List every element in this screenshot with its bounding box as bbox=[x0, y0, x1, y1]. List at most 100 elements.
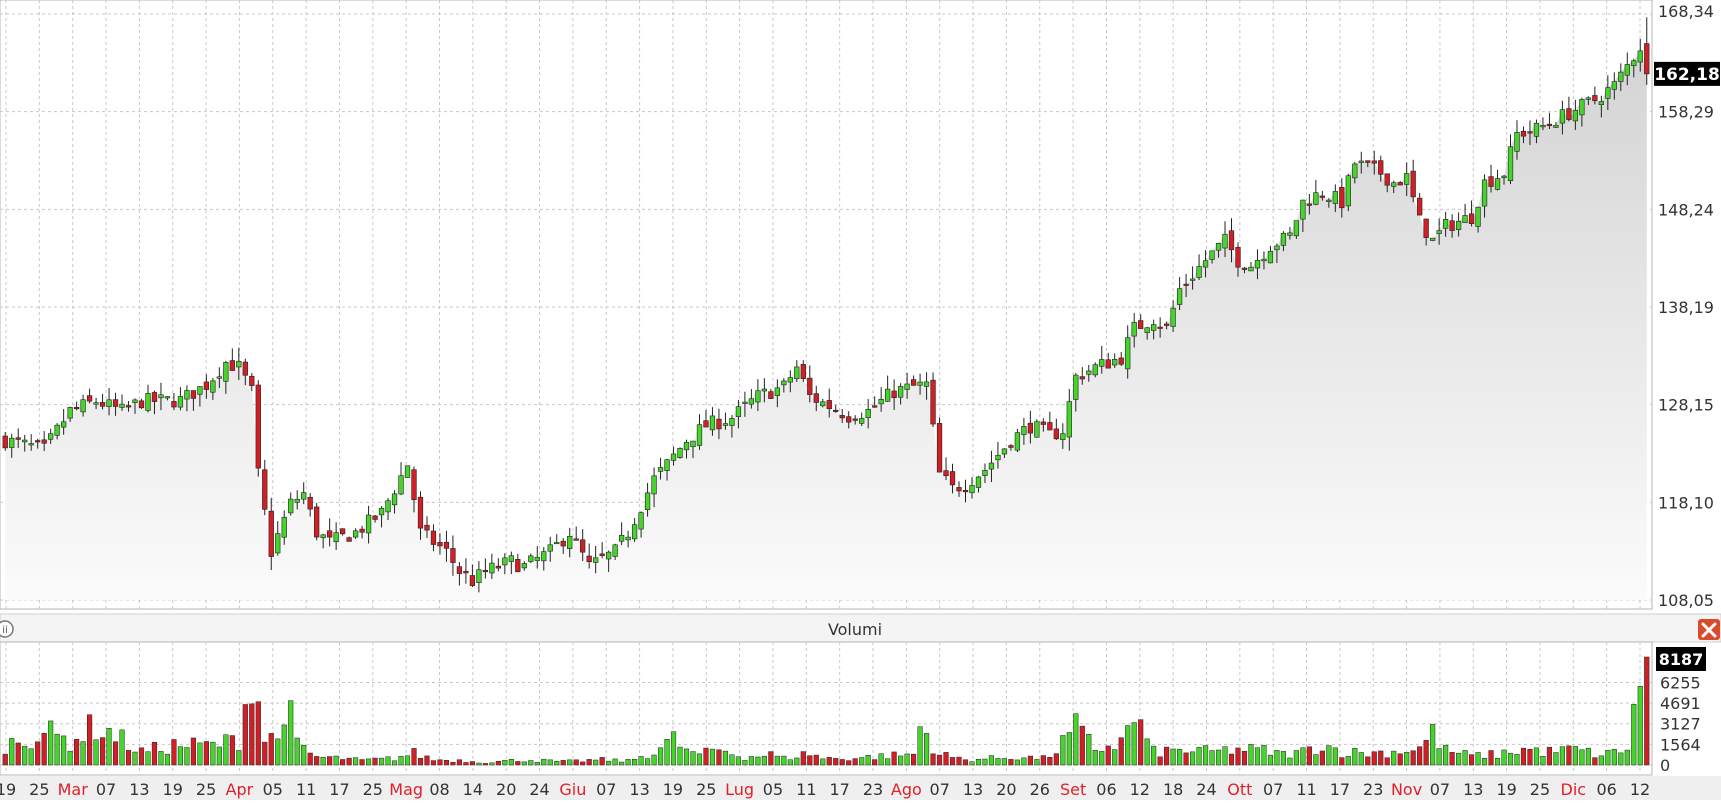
candle-18 bbox=[119, 394, 125, 411]
volume-bar-41 bbox=[268, 733, 274, 766]
volume-bar-162 bbox=[1053, 753, 1059, 766]
volume-bar-64 bbox=[417, 758, 424, 766]
volume-bar-201 bbox=[1306, 746, 1312, 766]
candle-204 bbox=[1326, 198, 1332, 208]
candle-142 bbox=[923, 372, 930, 400]
candle-240 bbox=[1559, 100, 1566, 135]
volume-bar-36 bbox=[236, 750, 242, 766]
candle-9 bbox=[61, 409, 67, 435]
candle-209 bbox=[1358, 151, 1364, 174]
candle-236 bbox=[1533, 119, 1540, 144]
volume-bar-108 bbox=[703, 747, 709, 766]
candle-160 bbox=[1040, 418, 1046, 432]
candle-86 bbox=[560, 538, 566, 554]
candle-0 bbox=[2, 432, 8, 451]
volume-bar-80 bbox=[521, 761, 527, 766]
volume-bar-12 bbox=[80, 741, 86, 766]
candle-82 bbox=[534, 546, 540, 569]
volume-bar-220 bbox=[1430, 724, 1436, 766]
volume-bar-194 bbox=[1261, 745, 1267, 766]
volume-bar-31 bbox=[203, 741, 209, 766]
candle-248 bbox=[1611, 72, 1617, 100]
volume-bar-85 bbox=[554, 760, 560, 766]
volume-tick-label: 0 bbox=[1660, 756, 1670, 775]
candle-87 bbox=[567, 527, 573, 558]
volume-bar-232 bbox=[1507, 752, 1514, 766]
volume-bar-163 bbox=[1060, 735, 1066, 766]
candle-170 bbox=[1105, 352, 1111, 369]
x-axis-month-label: Mag bbox=[389, 780, 423, 799]
candle-43 bbox=[281, 510, 287, 545]
volume-bar-78 bbox=[508, 759, 514, 766]
volume-bar-32 bbox=[210, 741, 216, 766]
volume-bar-62 bbox=[404, 755, 411, 766]
candle-30 bbox=[197, 386, 203, 407]
x-axis-month-label: Apr bbox=[226, 780, 254, 799]
volume-bar-109 bbox=[709, 748, 716, 766]
volume-bar-146 bbox=[949, 757, 956, 766]
volume-bar-248 bbox=[1611, 749, 1617, 766]
volume-bar-28 bbox=[184, 747, 190, 766]
candle-118 bbox=[768, 388, 774, 399]
volume-bar-179 bbox=[1164, 746, 1170, 766]
candle-25 bbox=[164, 396, 171, 401]
volume-bar-252 bbox=[1637, 686, 1643, 766]
volume-bar-123 bbox=[800, 751, 806, 766]
candle-42 bbox=[275, 521, 281, 556]
volume-bar-196 bbox=[1274, 750, 1280, 766]
candle-230 bbox=[1494, 169, 1501, 191]
candle-113 bbox=[735, 399, 742, 429]
volume-tick-label: 4691 bbox=[1660, 694, 1701, 713]
candle-172 bbox=[1118, 352, 1124, 366]
volume-bar-86 bbox=[560, 760, 566, 766]
candle-115 bbox=[748, 389, 755, 409]
volume-bar-88 bbox=[573, 759, 579, 766]
volume-bar-106 bbox=[690, 751, 696, 766]
x-axis-day-label: 25 bbox=[29, 780, 49, 799]
volume-bar-74 bbox=[482, 763, 488, 766]
candle-108 bbox=[703, 409, 709, 428]
candle-6 bbox=[41, 431, 47, 452]
volume-bar-218 bbox=[1417, 746, 1423, 766]
candle-131 bbox=[852, 415, 858, 425]
candle-235 bbox=[1527, 120, 1533, 146]
candle-223 bbox=[1449, 214, 1455, 238]
volume-bar-96 bbox=[625, 759, 631, 766]
volume-bar-45 bbox=[294, 737, 300, 766]
volume-bar-7 bbox=[48, 720, 54, 766]
x-axis-month-label: Giu bbox=[559, 780, 586, 799]
volume-bar-75 bbox=[489, 762, 495, 766]
volume-bar-24 bbox=[158, 751, 164, 766]
candle-234 bbox=[1520, 126, 1527, 144]
volume-bar-120 bbox=[781, 755, 787, 766]
candle-153 bbox=[995, 441, 1001, 469]
volume-bar-245 bbox=[1592, 757, 1598, 766]
candle-159 bbox=[1034, 419, 1040, 438]
candle-71 bbox=[463, 558, 469, 584]
candle-224 bbox=[1455, 212, 1462, 237]
volume-bar-105 bbox=[683, 748, 690, 766]
candle-168 bbox=[1092, 362, 1098, 378]
candle-247 bbox=[1605, 75, 1611, 111]
volume-bar-22 bbox=[145, 751, 151, 766]
close-x-icon[interactable] bbox=[1698, 619, 1720, 640]
candle-178 bbox=[1157, 317, 1163, 338]
candle-196 bbox=[1274, 243, 1280, 263]
candle-65 bbox=[424, 516, 430, 538]
candle-105 bbox=[683, 439, 690, 459]
candle-124 bbox=[807, 365, 813, 403]
candle-120 bbox=[781, 378, 787, 393]
volume-bar-63 bbox=[411, 748, 417, 766]
info-circle-icon[interactable]: ii bbox=[0, 620, 14, 638]
candle-169 bbox=[1099, 345, 1105, 374]
volume-bar-14 bbox=[93, 739, 99, 766]
candle-35 bbox=[229, 348, 235, 372]
volume-bar-40 bbox=[262, 741, 268, 766]
x-axis-day-label: 24 bbox=[529, 780, 549, 799]
x-axis-day-label: 19 bbox=[1496, 780, 1516, 799]
candle-241 bbox=[1566, 96, 1572, 122]
volume-bar-4 bbox=[28, 748, 34, 766]
candle-132 bbox=[859, 412, 865, 427]
candle-53 bbox=[346, 536, 352, 542]
